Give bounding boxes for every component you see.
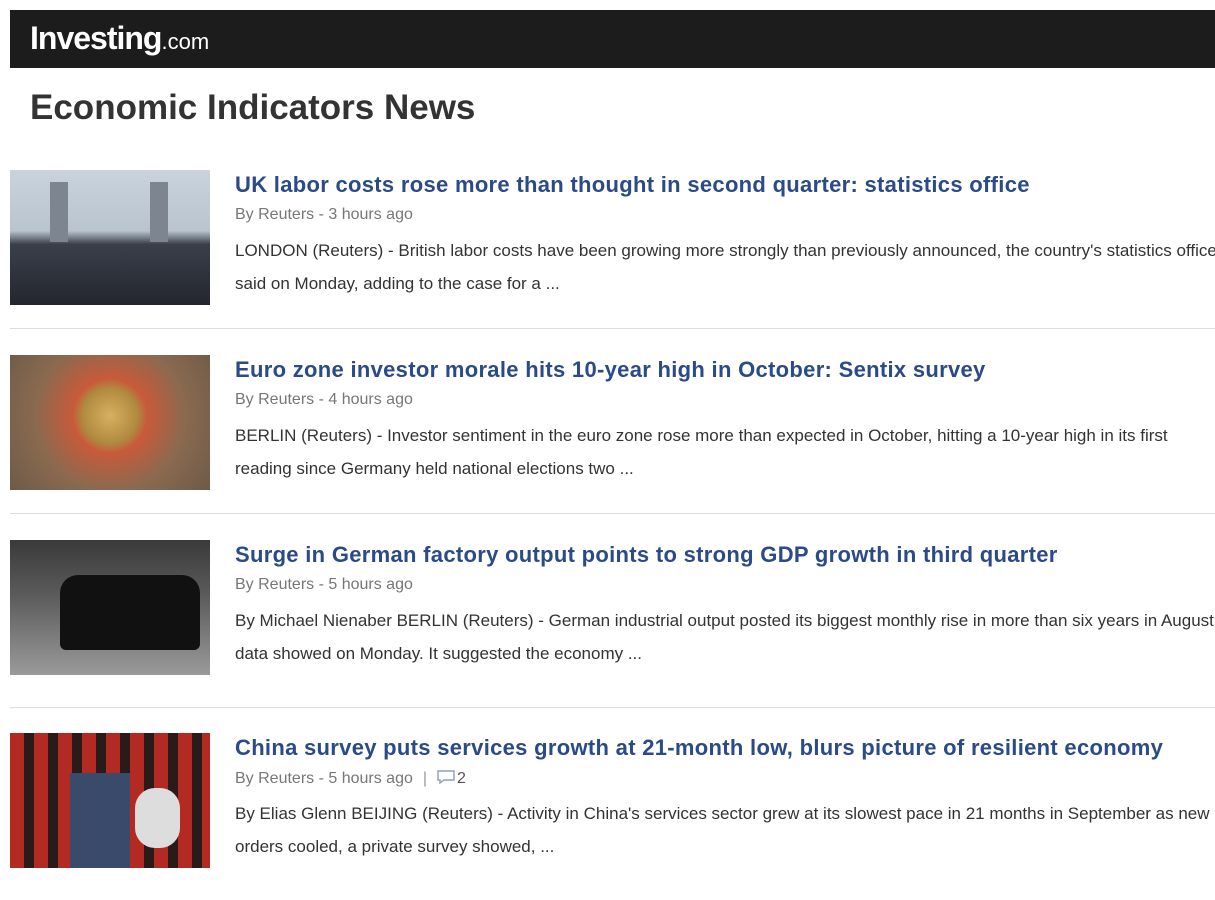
article-title[interactable]: UK labor costs rose more than thought in… xyxy=(235,172,1030,197)
summary: LONDON (Reuters) - British labor costs h… xyxy=(235,241,1215,293)
divider xyxy=(10,328,1215,329)
comment-count[interactable]: 2 xyxy=(457,770,466,787)
byline: By Reuters - 4 hours ago xyxy=(235,391,413,408)
separator: | xyxy=(422,770,428,787)
byline-row: By Reuters - 5 hours ago | 2 xyxy=(235,769,1215,791)
thumbnail[interactable] xyxy=(10,540,210,675)
divider xyxy=(10,513,1215,514)
divider xyxy=(10,707,1215,708)
logo[interactable]: Investing.com xyxy=(30,20,209,57)
thumbnail[interactable] xyxy=(10,733,210,868)
article-title[interactable]: China survey puts services growth at 21-… xyxy=(235,735,1164,760)
byline: By Reuters - 3 hours ago xyxy=(235,206,413,223)
summary: By Elias Glenn BEIJING (Reuters) - Activ… xyxy=(235,804,1210,856)
logo-text[interactable]: Investing xyxy=(30,20,162,56)
summary: BERLIN (Reuters) - Investor sentiment in… xyxy=(235,426,1168,478)
byline: By Reuters - 5 hours ago xyxy=(235,576,413,593)
comment-icon[interactable] xyxy=(435,769,457,785)
byline: By Reuters - 5 hours ago xyxy=(235,770,413,787)
thumbnail[interactable] xyxy=(10,355,210,490)
article-title[interactable]: Euro zone investor morale hits 10-year h… xyxy=(235,357,986,382)
header: Investing.com xyxy=(10,10,1215,68)
logo-suffix[interactable]: .com xyxy=(161,29,210,54)
summary: By Michael Nienaber BERLIN (Reuters) - G… xyxy=(235,611,1215,663)
article-title[interactable]: Surge in German factory output points to… xyxy=(235,542,1058,567)
page-title: Economic Indicators News xyxy=(30,88,476,127)
thumbnail[interactable] xyxy=(10,170,210,305)
